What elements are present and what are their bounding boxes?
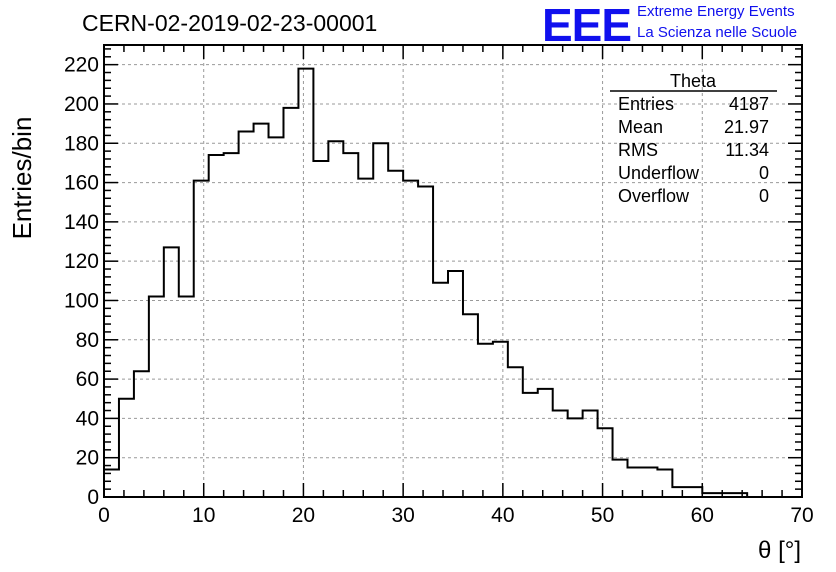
y-tick-label: 140: [64, 211, 99, 234]
stats-row-label: Mean: [618, 117, 663, 137]
histogram-bin: [628, 468, 643, 497]
y-tick-label: 20: [76, 447, 99, 470]
histogram-bin: [613, 460, 628, 497]
y-tick-label: 220: [64, 54, 99, 77]
histogram-bin: [209, 155, 224, 497]
y-axis-label: Entries/bin: [7, 117, 37, 240]
run-title: CERN-02-2019-02-23-00001: [82, 10, 378, 36]
y-tick-label: 0: [87, 486, 99, 509]
histogram-bin: [448, 271, 463, 497]
histogram-bin: [254, 124, 269, 497]
y-tick-label: 120: [64, 250, 99, 273]
stats-row-label: Overflow: [618, 186, 690, 206]
stats-row-label: Entries: [618, 94, 674, 114]
histogram-bin: [164, 247, 179, 497]
x-tick-label: 30: [391, 504, 414, 527]
y-tick-label: 80: [76, 329, 99, 352]
histogram-bin: [328, 141, 343, 497]
histogram-bin: [298, 69, 313, 497]
histogram-bin: [373, 143, 388, 497]
histogram-bin: [478, 344, 493, 497]
x-tick-label: 20: [292, 504, 315, 527]
stats-row-value: 0: [759, 186, 769, 206]
histogram-bin: [313, 161, 328, 497]
histogram-bin: [538, 389, 553, 497]
stats-row-value: 11.34: [725, 140, 769, 160]
x-tick-label: 40: [491, 504, 514, 527]
stats-box: Theta Entries 4187 Mean 21.97 RMS 11.34 Underf…: [610, 71, 777, 206]
eee-logo-icon: EEE: [542, 0, 632, 51]
histogram-bin: [239, 131, 254, 497]
x-tick-label: 60: [691, 504, 714, 527]
y-tick-label: 180: [64, 132, 99, 155]
histogram-bin: [179, 297, 194, 497]
y-tick-label: 100: [64, 289, 99, 312]
histogram-bin: [343, 153, 358, 497]
histogram-bin: [598, 428, 613, 497]
grid-layer: [104, 45, 802, 497]
histogram-bin: [657, 469, 672, 497]
histogram-bin: [687, 487, 702, 497]
plot-frame: [103, 44, 803, 498]
stats-row-label: RMS: [618, 140, 658, 160]
stats-row-value: 4187: [729, 94, 769, 114]
histogram-bin: [493, 342, 508, 497]
histogram-bin: [672, 487, 687, 497]
stats-title: Theta: [670, 71, 717, 91]
x-tick-label: 50: [591, 504, 614, 527]
y-tick-label: 40: [76, 407, 99, 430]
histogram-outline: [103, 67, 793, 498]
histogram-bin: [553, 411, 568, 497]
histogram-bin: [388, 171, 403, 497]
histogram-bin: [149, 297, 164, 497]
x-tick-label: 0: [98, 504, 110, 527]
histogram-bin: [642, 468, 657, 497]
histogram-bin: [523, 393, 538, 497]
histogram-bin: [119, 399, 134, 497]
stats-row-value: 0: [759, 163, 769, 183]
histogram-bin: [134, 371, 149, 497]
stats-row-label: Underflow: [618, 163, 700, 183]
logo-tagline-2: La Scienza nelle Scuole: [637, 24, 798, 41]
histogram-bin: [463, 314, 478, 497]
histogram-bin: [583, 411, 598, 497]
histogram-bin: [508, 367, 523, 497]
x-tick-label: 70: [790, 504, 813, 527]
histogram-bin: [283, 108, 298, 497]
y-tick-label: 200: [64, 93, 99, 116]
histogram-bin: [269, 137, 284, 497]
stats-row-value: 21.97: [724, 117, 769, 137]
histogram-bin: [433, 283, 448, 497]
y-tick-label: 60: [76, 368, 99, 391]
histogram-bin: [224, 153, 239, 497]
histogram-bin: [194, 181, 209, 497]
x-tick-label: 10: [192, 504, 215, 527]
histogram-bin: [403, 181, 418, 497]
histogram-bin: [568, 418, 583, 497]
tick-labels: 0 10 20 30 40 50 60 70 0 20 40 60 80 100 120 140 160 180 2…: [64, 54, 814, 527]
histogram-bin: [358, 179, 373, 497]
logo-tagline-1: Extreme Energy Events: [637, 3, 795, 20]
y-tick-label: 160: [64, 172, 99, 195]
histogram-bin: [418, 186, 433, 497]
axis-ticks: [103, 45, 803, 498]
x-axis-label: θ [°]: [758, 537, 801, 564]
